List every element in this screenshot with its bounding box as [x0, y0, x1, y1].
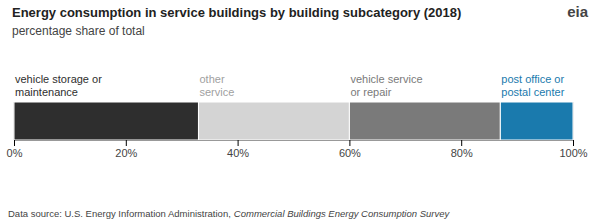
source-title: Commercial Buildings Energy Consumption … [234, 208, 451, 219]
x-axis: 0% 20% 40% 60% 80% 100% [7, 140, 588, 159]
source-text: Data source: U.S. Energy Information Adm… [8, 208, 231, 219]
bar-segment [500, 102, 573, 140]
bar-segment [349, 102, 500, 140]
logo-text: eia [567, 3, 589, 20]
tick-label: 100% [559, 147, 587, 159]
tick: 80% [451, 140, 473, 159]
segment-label: vehicle serviceor repair [350, 73, 422, 98]
tick: 40% [227, 140, 249, 159]
tick-mark [14, 140, 15, 146]
grid [14, 102, 573, 140]
tick-label: 20% [115, 147, 137, 159]
tick: 60% [339, 140, 361, 159]
bars [14, 102, 573, 140]
title: Energy consumption in service buildings … [12, 5, 461, 20]
tick-mark [126, 140, 127, 146]
segment-label: post office orpostal center [501, 73, 564, 98]
tick-label: 0% [7, 147, 23, 159]
subtitle: percentage share of total [12, 24, 145, 38]
bar-segment [14, 102, 198, 140]
source-note: Data source: U.S. Energy Information Adm… [8, 208, 451, 219]
tick-mark [238, 140, 239, 146]
tick-mark [349, 140, 350, 146]
tick: 0% [7, 140, 23, 159]
tick: 20% [115, 140, 137, 159]
tick-label: 80% [451, 147, 473, 159]
segment-label: otherservice [199, 73, 234, 98]
tick-mark [461, 140, 462, 146]
tick-label: 40% [227, 147, 249, 159]
tick-label: 60% [339, 147, 361, 159]
segment-label: vehicle storage ormaintenance [15, 73, 102, 98]
axis-line [15, 141, 574, 147]
bar-segment [198, 102, 349, 140]
plot-area: vehicle storage ormaintenance otherservic… [7, 73, 588, 159]
tick-mark [573, 140, 574, 146]
segment-labels: vehicle storage ormaintenance otherservic… [15, 73, 565, 98]
chart: Energy consumption in service buildings … [0, 0, 597, 224]
tick: 100% [559, 140, 587, 159]
